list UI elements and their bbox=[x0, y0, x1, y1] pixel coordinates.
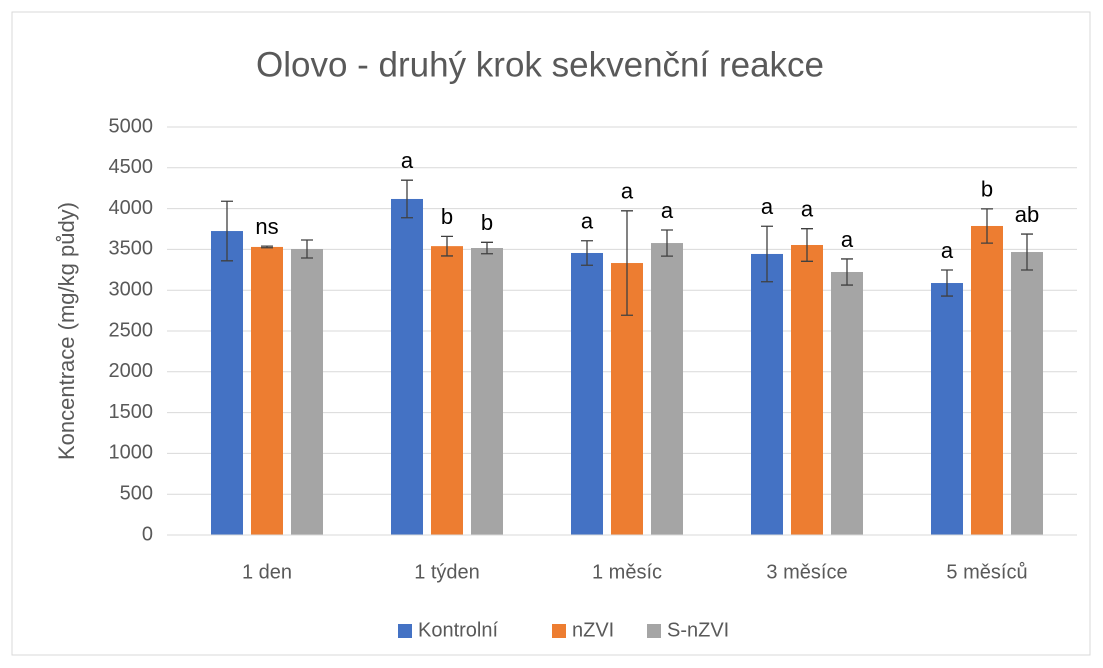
bar bbox=[931, 283, 963, 535]
significance-label: b bbox=[441, 204, 453, 229]
legend-label: Kontrolní bbox=[418, 619, 498, 641]
error-bar bbox=[841, 258, 853, 286]
error-bar bbox=[581, 240, 593, 266]
bar bbox=[471, 248, 503, 535]
significance-label: b bbox=[481, 210, 493, 235]
bar bbox=[1011, 252, 1043, 535]
y-tick-label: 0 bbox=[142, 523, 153, 545]
chart-frame bbox=[11, 11, 1091, 656]
legend-swatch bbox=[647, 624, 661, 638]
bar bbox=[971, 225, 1003, 535]
y-tick-label: 2500 bbox=[109, 319, 154, 341]
error-bar bbox=[761, 225, 773, 283]
significance-label: a bbox=[581, 209, 594, 234]
bar bbox=[251, 246, 283, 535]
legend-swatch bbox=[398, 624, 412, 638]
chart-title: Olovo - druhý krok sekvenční reakce bbox=[256, 45, 824, 84]
error-bar bbox=[301, 239, 313, 259]
legend-swatch bbox=[552, 624, 566, 638]
legend-label: nZVI bbox=[572, 619, 614, 641]
significance-label: a bbox=[841, 227, 854, 252]
significance-label: a bbox=[761, 194, 774, 219]
error-bar bbox=[801, 228, 813, 262]
x-tick-label: 1 měsíc bbox=[592, 561, 662, 583]
bar bbox=[791, 244, 823, 536]
y-tick-label: 3000 bbox=[109, 278, 154, 300]
x-tick-label: 3 měsíce bbox=[766, 561, 847, 583]
error-bar bbox=[261, 245, 273, 249]
y-tick-label: 4000 bbox=[109, 197, 154, 219]
bar bbox=[571, 252, 603, 535]
significance-label: a bbox=[661, 198, 674, 223]
error-bar bbox=[401, 179, 413, 219]
y-tick-label: 5000 bbox=[109, 115, 154, 137]
error-bar bbox=[221, 200, 233, 262]
y-tick-label: 3500 bbox=[109, 238, 154, 260]
y-tick-label: 500 bbox=[120, 482, 153, 504]
significance-label: ns bbox=[255, 214, 278, 239]
y-axis-label: Koncentrace (mg/kg půdy) bbox=[54, 202, 79, 460]
significance-label: ab bbox=[1015, 202, 1039, 227]
significance-label: a bbox=[621, 179, 634, 204]
legend-label: S-nZVI bbox=[667, 619, 729, 641]
bar bbox=[291, 248, 323, 535]
significance-label: a bbox=[801, 196, 814, 221]
error-bar bbox=[1021, 233, 1033, 271]
x-tick-label: 5 měsíců bbox=[946, 561, 1027, 583]
y-tick-label: 1500 bbox=[109, 401, 154, 423]
x-tick-label: 1 týden bbox=[414, 561, 480, 583]
significance-label: a bbox=[941, 238, 954, 263]
error-bar bbox=[941, 269, 953, 297]
bar bbox=[651, 243, 683, 535]
error-bar bbox=[661, 229, 673, 257]
error-bar bbox=[621, 210, 633, 316]
y-tick-label: 1000 bbox=[109, 442, 154, 464]
y-tick-label: 4500 bbox=[109, 156, 154, 178]
bar bbox=[391, 198, 423, 536]
error-bar bbox=[981, 208, 993, 244]
error-bar bbox=[481, 241, 493, 255]
bar bbox=[211, 231, 243, 536]
bar bbox=[431, 246, 463, 536]
bar bbox=[751, 253, 783, 535]
y-tick-label: 2000 bbox=[109, 360, 154, 382]
bar bbox=[831, 272, 863, 535]
significance-label: a bbox=[401, 148, 414, 173]
error-bar bbox=[441, 235, 453, 257]
x-tick-label: 1 den bbox=[242, 561, 292, 583]
significance-label: b bbox=[981, 177, 993, 202]
